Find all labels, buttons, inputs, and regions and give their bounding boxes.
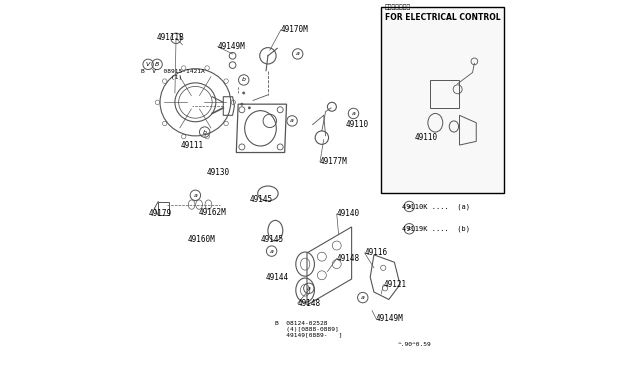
Text: a: a [407, 204, 412, 209]
Text: B  08124-02528
   (4)[0888-0889]
   49149[0889-   ]: B 08124-02528 (4)[0888-0889] 49149[0889-… [275, 321, 343, 337]
Text: 49116: 49116 [365, 248, 388, 257]
Circle shape [243, 92, 245, 94]
Text: a: a [361, 295, 365, 300]
Text: 49144: 49144 [266, 273, 289, 282]
Text: 49110: 49110 [346, 120, 369, 129]
Text: a: a [307, 286, 311, 291]
Text: B  V  08915-1421A
        (1): B V 08915-1421A (1) [141, 69, 205, 80]
Text: a: a [296, 51, 300, 57]
Text: 電子制御タイプ: 電子制御タイプ [385, 5, 412, 10]
Text: a: a [193, 193, 197, 198]
Text: 49170M: 49170M [281, 25, 308, 34]
Text: V: V [146, 62, 150, 67]
Text: 49111: 49111 [180, 141, 204, 150]
Text: a: a [351, 111, 355, 116]
Circle shape [248, 107, 250, 109]
Text: 49162M: 49162M [199, 208, 227, 217]
Text: 49179: 49179 [149, 209, 172, 218]
Text: 49110: 49110 [415, 132, 438, 141]
Text: B: B [155, 62, 159, 67]
Text: b: b [407, 226, 412, 231]
Text: 49149M: 49149M [376, 314, 404, 323]
Text: b: b [242, 77, 246, 83]
Circle shape [241, 103, 243, 105]
Text: 49130: 49130 [207, 169, 230, 177]
Text: 49149M: 49149M [218, 42, 246, 51]
Text: 49148: 49148 [298, 299, 321, 308]
Text: ^.90^0.59: ^.90^0.59 [398, 341, 432, 347]
Text: a: a [269, 248, 273, 254]
Text: FOR ELECTRICAL CONTROL: FOR ELECTRICAL CONTROL [385, 13, 500, 22]
Text: 49111B: 49111B [156, 33, 184, 42]
Text: 49160M: 49160M [188, 235, 216, 244]
Text: 49145: 49145 [250, 195, 273, 203]
Text: 49119K ....  (b): 49119K .... (b) [402, 225, 470, 232]
Text: 49121: 49121 [383, 280, 406, 289]
Text: 49110K ....  (a): 49110K .... (a) [402, 203, 470, 210]
Bar [381, 7, 504, 193]
Text: 49148: 49148 [337, 254, 360, 263]
Text: 49140: 49140 [337, 209, 360, 218]
Text: b: b [203, 129, 207, 135]
Text: 49145: 49145 [260, 235, 284, 244]
Text: a: a [290, 118, 294, 124]
Text: 49177M: 49177M [320, 157, 348, 166]
